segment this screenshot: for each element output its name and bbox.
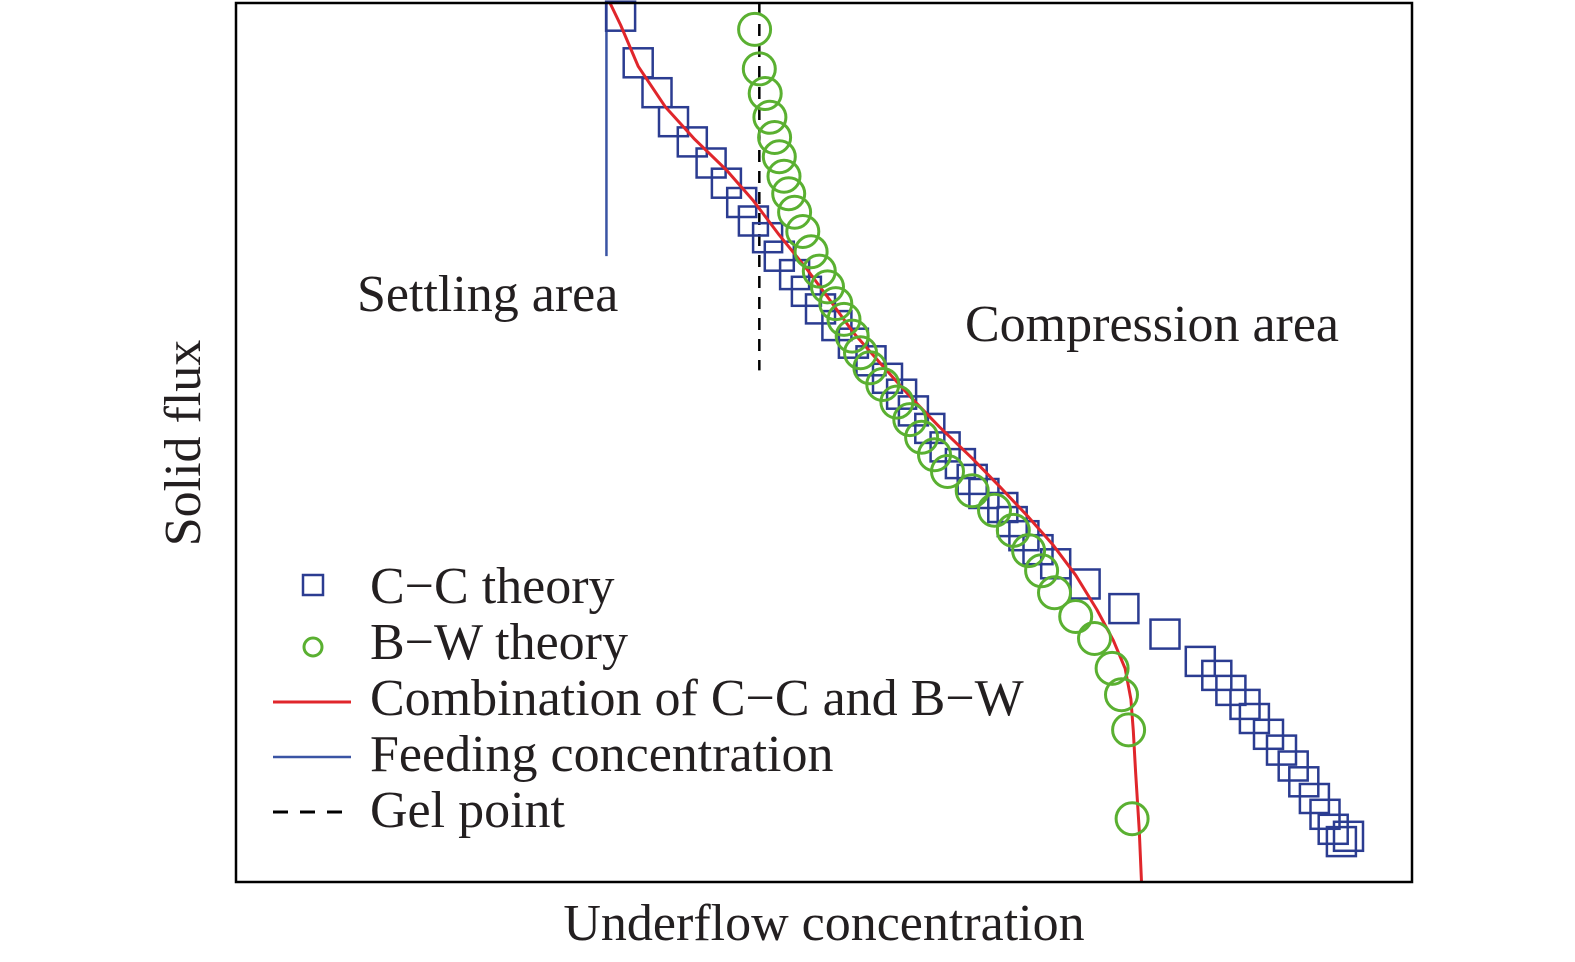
legend-item-combination: Combination of C−C and B−W xyxy=(273,670,1024,727)
legend-item-feeding: Feeding concentration xyxy=(273,726,834,783)
bw-theory-point xyxy=(1024,553,1060,589)
bw-theory-point xyxy=(834,318,870,354)
cc-theory-point xyxy=(1332,820,1365,853)
cc-theory-point xyxy=(622,47,654,79)
bw-theory-point xyxy=(879,384,915,420)
bw-theory-point xyxy=(1077,621,1112,656)
cc-theory-point xyxy=(676,126,709,158)
bw-theory-point xyxy=(747,76,783,111)
cc-theory-point xyxy=(657,105,690,138)
bw-theory-point xyxy=(810,269,845,305)
cc-theory-point xyxy=(885,378,918,410)
cc-theory-point xyxy=(1325,825,1358,858)
legend-item-bw: B−W theory xyxy=(302,614,628,671)
bw-theory-point xyxy=(752,99,788,135)
legend-label-combination: Combination of C−C and B−W xyxy=(370,670,1024,727)
cc-theory-point xyxy=(1298,782,1331,815)
legend: C−C theory B−W theory Combination of C−C… xyxy=(273,558,1024,839)
bw-theory-point xyxy=(1114,801,1150,837)
bw-theory-point xyxy=(1058,599,1094,634)
bw-theory-point xyxy=(977,492,1012,528)
bw-theory-point xyxy=(741,51,777,87)
cc-theory-point xyxy=(1277,750,1309,782)
bw-theory-point xyxy=(904,419,940,455)
bw-theory-point xyxy=(930,454,965,489)
legend-circle-marker xyxy=(302,636,324,658)
y-axis-label: Solid flux xyxy=(155,340,212,547)
bw-theory-point xyxy=(777,194,813,230)
cc-theory-point xyxy=(1265,734,1298,766)
bw-theory-point xyxy=(793,234,829,270)
bw-theory-point xyxy=(766,158,802,194)
annotation-settling-area: Settling area xyxy=(357,266,618,323)
legend-item-gel: Gel point xyxy=(273,782,566,839)
bw-theory-point xyxy=(785,214,821,249)
bw-theory-point xyxy=(1037,575,1072,611)
cc-theory-point xyxy=(604,0,637,32)
bw-theory-point xyxy=(1011,533,1047,569)
plot-frame xyxy=(234,1,1414,884)
legend-item-cc: C−C theory xyxy=(301,558,615,615)
bw-theory-point xyxy=(995,512,1031,548)
bw-theory-point xyxy=(826,301,862,337)
legend-label-cc: C−C theory xyxy=(370,558,615,615)
bw-theory-point xyxy=(1094,650,1130,686)
cc-theory-point xyxy=(1288,766,1320,798)
bw-theory-point xyxy=(737,11,773,47)
bw-theory-point xyxy=(801,253,837,289)
legend-label-gel: Gel point xyxy=(370,782,566,839)
legend-label-feeding: Feeding concentration xyxy=(370,726,834,783)
bw-theory-point xyxy=(761,139,797,175)
bw-theory-point xyxy=(771,176,807,212)
bw-theory-point xyxy=(954,473,990,509)
cc-theory-point xyxy=(1252,718,1285,751)
bw-theory-point xyxy=(818,286,854,322)
bw-theory-point xyxy=(757,120,793,155)
cc-theory-point xyxy=(641,76,673,109)
legend-square-marker xyxy=(301,573,325,597)
cc-theory-point xyxy=(1108,592,1140,625)
bw-theory-point xyxy=(892,402,928,438)
plot-marks xyxy=(604,0,1365,883)
bw-theory-point xyxy=(1104,677,1139,713)
x-axis-label: Underflow concentration xyxy=(563,895,1084,952)
bw-theory-point xyxy=(865,367,901,402)
cc-theory-point xyxy=(1069,568,1101,600)
legend-label-bw: B−W theory xyxy=(370,614,628,671)
cc-theory-point xyxy=(1149,618,1181,650)
bw-theory-point xyxy=(1111,712,1147,748)
annotation-compression-area: Compression area xyxy=(965,296,1339,353)
combination-line xyxy=(608,2,1143,883)
